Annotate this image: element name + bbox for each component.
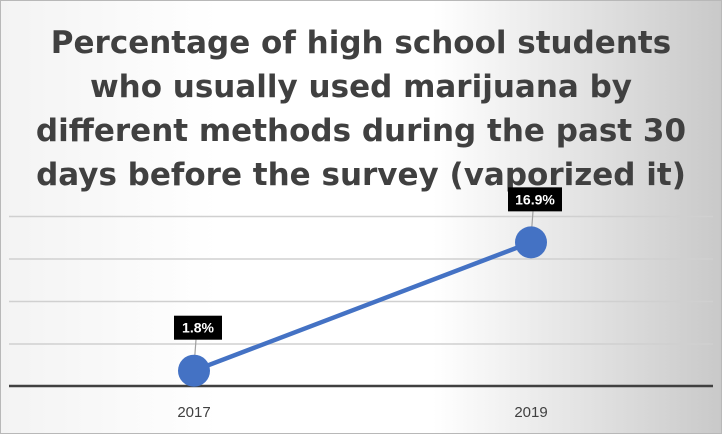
series-line	[191, 240, 534, 373]
data-point	[178, 354, 210, 387]
x-tick-label: 2019	[514, 404, 547, 421]
data-point	[515, 226, 547, 259]
data-label: 16.9%	[515, 191, 555, 207]
data-label: 1.8%	[182, 320, 214, 336]
x-tick-label: 2017	[177, 404, 210, 421]
data-label-box	[508, 187, 562, 212]
chart-title: Percentage of high school students who u…	[35, 25, 687, 193]
data-label-box	[174, 315, 222, 340]
